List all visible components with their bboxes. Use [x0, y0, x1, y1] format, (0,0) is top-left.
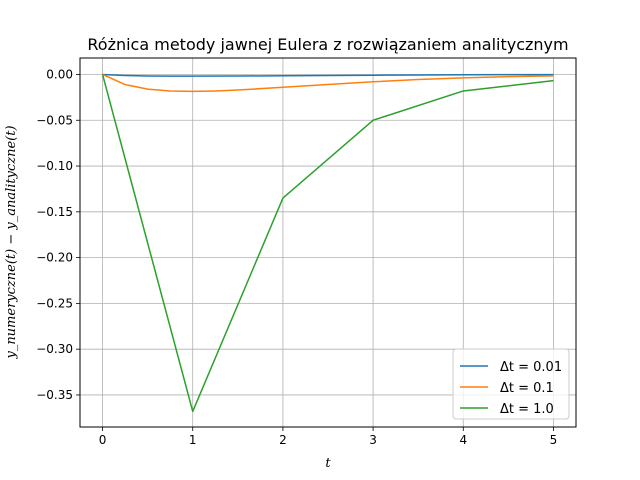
y-tick-label: −0.20 — [36, 251, 73, 265]
x-tick-label: 5 — [550, 433, 558, 447]
y-tick-label: −0.30 — [36, 342, 73, 356]
y-tick-label: −0.05 — [36, 113, 73, 127]
plot-area-frame — [79, 57, 577, 428]
chart-title: Różnica metody jawnej Eulera z rozwiązan… — [87, 35, 568, 54]
legend: Δt = 0.01 Δt = 0.1 Δt = 1.0 — [452, 348, 570, 420]
y-tick-label: −0.15 — [36, 205, 73, 219]
series-line-2 — [102, 73, 554, 93]
legend-label-3: Δt = 1.0 — [500, 402, 554, 417]
axis-ticks: 0 1 2 3 4 5 0.00 −0.05 −0.10 −0.15 −0.20 −0.25 −0.30… — [36, 67, 557, 447]
x-tick-label: 3 — [369, 433, 377, 447]
series-line-3 — [101, 74, 554, 413]
y-tick-label: −0.10 — [36, 159, 73, 173]
legend-items: Δt = 0.01 Δt = 0.1 Δt = 1.0 — [460, 360, 562, 417]
y-tick-label: −0.35 — [36, 388, 73, 402]
x-axis-label: t — [325, 456, 331, 471]
x-tick-label: 0 — [99, 433, 107, 447]
y-tick-label: 0.00 — [46, 67, 73, 81]
legend-label-1: Δt = 0.01 — [500, 360, 562, 375]
y-tick-label: −0.25 — [36, 296, 73, 310]
y-axis-label: y_numeryczne(t) − y_analityczne(t) — [4, 125, 19, 359]
series-line-1 — [102, 73, 554, 77]
grid-lines — [80, 58, 576, 427]
legend-label-2: Δt = 0.1 — [500, 381, 554, 396]
x-tick-label: 4 — [459, 433, 467, 447]
x-tick-label: 1 — [189, 433, 197, 447]
x-tick-label: 2 — [279, 433, 287, 447]
plot-lines — [101, 73, 554, 413]
